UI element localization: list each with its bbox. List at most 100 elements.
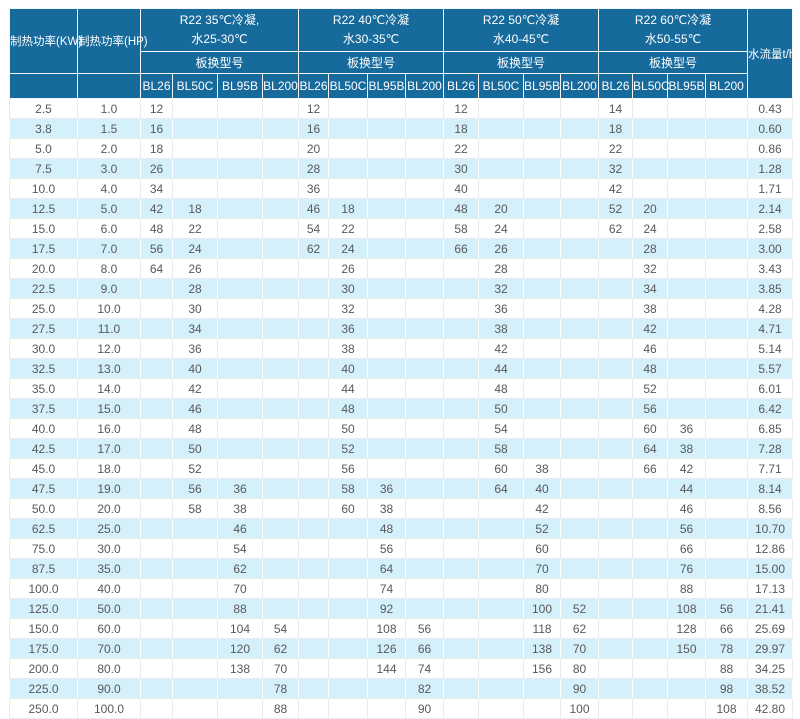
cell-plate-count <box>560 398 600 419</box>
cell-plate-count: 24 <box>632 218 669 239</box>
cell-plate-count <box>172 158 218 179</box>
cell-plate-count <box>443 578 480 599</box>
cell-plate-count <box>298 318 330 339</box>
cell-plate-count <box>298 358 330 379</box>
cell-plate-count: 52 <box>560 598 600 619</box>
cell-power-kw: 47.5 <box>9 478 78 499</box>
cell-plate-count <box>261 158 300 179</box>
cell-plate-count <box>598 698 634 719</box>
cell-plate-count <box>367 258 407 279</box>
cell-plate-count <box>560 478 600 499</box>
cell-plate-count <box>443 358 480 379</box>
cell-plate-count: 58 <box>172 498 218 519</box>
table-row: 87.5 35.0 62 64 70 76 15.00 <box>9 558 794 579</box>
cell-water-flow: 6.85 <box>747 418 794 439</box>
cell-plate-count: 38 <box>217 498 263 519</box>
cell-plate-count <box>523 418 562 439</box>
table-row: 100.0 40.0 70 74 80 88 17.13 <box>9 578 794 599</box>
header-group-3-title: R22 50℃冷凝 水40-45℃ <box>443 8 600 52</box>
cell-plate-count: 92 <box>367 598 407 619</box>
cell-plate-count <box>598 438 634 459</box>
cell-plate-count <box>632 118 669 139</box>
cell-plate-count <box>298 518 330 539</box>
cell-power-hp: 1.5 <box>77 118 141 139</box>
cell-plate-count <box>172 98 218 119</box>
cell-plate-count <box>478 698 525 719</box>
cell-plate-count <box>367 678 407 699</box>
cell-plate-count <box>328 158 369 179</box>
cell-plate-count <box>217 158 263 179</box>
cell-plate-count <box>560 118 600 139</box>
cell-plate-count: 24 <box>328 238 369 259</box>
cell-plate-count <box>172 558 218 579</box>
cell-plate-count: 90 <box>560 678 600 699</box>
cell-plate-count <box>140 538 173 559</box>
cell-plate-count: 22 <box>172 218 218 239</box>
cell-plate-count <box>598 238 634 259</box>
cell-power-kw: 87.5 <box>9 558 78 579</box>
cell-plate-count <box>405 158 445 179</box>
cell-plate-count <box>405 598 445 619</box>
cell-plate-count <box>598 598 634 619</box>
cell-plate-count <box>172 538 218 559</box>
cell-plate-count <box>705 258 749 279</box>
cell-plate-count <box>172 678 218 699</box>
cell-plate-count <box>443 598 480 619</box>
cell-plate-count <box>328 678 369 699</box>
cell-plate-count: 138 <box>523 638 562 659</box>
cell-plate-count <box>328 698 369 719</box>
cell-plate-count <box>261 118 300 139</box>
cell-plate-count: 52 <box>598 198 634 219</box>
cell-power-hp: 5.0 <box>77 198 141 219</box>
cell-plate-count <box>367 338 407 359</box>
cell-plate-count: 38 <box>523 458 562 479</box>
table-row: 125.0 50.0 88 92 100 52 108 56 21.41 <box>9 598 794 619</box>
cell-water-flow: 5.14 <box>747 338 794 359</box>
cell-plate-count: 12 <box>140 98 173 119</box>
cell-plate-count: 32 <box>328 298 369 319</box>
table-row: 37.5 15.0 46 48 50 56 6.42 <box>9 398 794 419</box>
cell-power-kw: 30.0 <box>9 338 78 359</box>
group-2-condensing: R22 40℃冷凝 <box>332 13 410 27</box>
cell-plate-count <box>705 118 749 139</box>
cell-plate-count <box>405 298 445 319</box>
cell-power-kw: 20.0 <box>9 258 78 279</box>
cell-plate-count: 30 <box>172 298 218 319</box>
cell-plate-count <box>667 298 707 319</box>
cell-plate-count <box>705 238 749 259</box>
cell-plate-count <box>560 158 600 179</box>
cell-plate-count <box>367 238 407 259</box>
cell-power-kw: 25.0 <box>9 298 78 319</box>
cell-plate-count <box>405 418 445 439</box>
cell-plate-count <box>443 258 480 279</box>
cell-power-hp: 18.0 <box>77 458 141 479</box>
cell-plate-count <box>140 658 173 679</box>
cell-plate-count: 70 <box>261 658 300 679</box>
cell-plate-count: 32 <box>632 258 669 279</box>
cell-plate-count <box>523 158 562 179</box>
cell-plate-count: 56 <box>632 398 669 419</box>
cell-plate-count <box>261 178 300 199</box>
cell-power-kw: 150.0 <box>9 618 78 639</box>
group-1-water-temp: 水25-30℃ <box>191 32 248 46</box>
cell-plate-count: 16 <box>140 118 173 139</box>
cell-plate-count <box>598 638 634 659</box>
cell-plate-count <box>598 618 634 639</box>
cell-plate-count <box>667 258 707 279</box>
cell-plate-count <box>478 658 525 679</box>
header-model-bl50c-group-1: BL50C <box>172 73 218 99</box>
cell-plate-count <box>632 678 669 699</box>
cell-plate-count: 70 <box>560 638 600 659</box>
cell-plate-count <box>261 98 300 119</box>
cell-plate-count <box>523 258 562 279</box>
cell-plate-count: 52 <box>523 518 562 539</box>
table-row: 75.0 30.0 54 56 60 66 12.86 <box>9 538 794 559</box>
header-group-4-model-label: 板换型号 <box>598 51 749 74</box>
cell-plate-count <box>298 438 330 459</box>
cell-plate-count: 150 <box>667 638 707 659</box>
cell-plate-count: 54 <box>298 218 330 239</box>
cell-plate-count: 42 <box>140 198 173 219</box>
cell-plate-count <box>261 478 300 499</box>
cell-plate-count <box>298 458 330 479</box>
cell-plate-count <box>443 658 480 679</box>
